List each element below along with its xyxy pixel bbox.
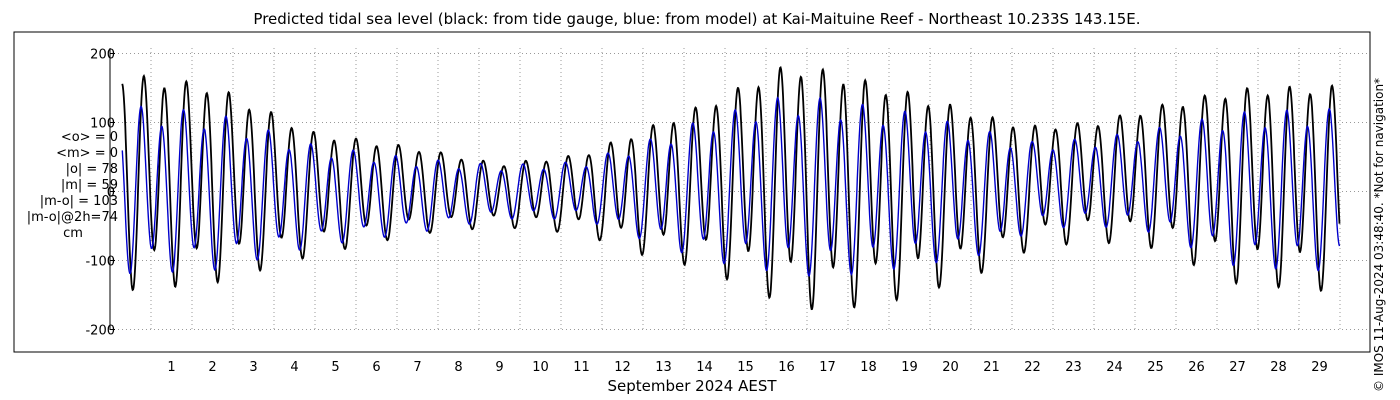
x-tick-label: 18 [860, 360, 877, 375]
x-tick-label: 1 [167, 360, 175, 375]
x-tick-label: 6 [372, 360, 380, 375]
stat-model-abs: |m| = 59 [60, 178, 118, 193]
x-axis-ticks: 1 2 3 4 5 6 7 8 9 10 11 12 13 14 15 16 17 18 19 20 21 22 23 24 2… [167, 360, 1327, 375]
y-tick-label: 100 [90, 117, 115, 132]
x-tick-label: 15 [737, 360, 754, 375]
x-tick-label: 3 [249, 360, 257, 375]
x-tick-label: 29 [1311, 360, 1328, 375]
series-line-tide-gauge [121, 65, 1341, 311]
chart-title: Predicted tidal sea level (black: from t… [253, 10, 1141, 28]
x-tick-label: 26 [1188, 360, 1205, 375]
x-tick-label: 17 [819, 360, 836, 375]
x-tick-label: 9 [495, 360, 503, 375]
stat-unit: cm [63, 226, 83, 241]
x-tick-label: 8 [454, 360, 462, 375]
x-tick-label: 14 [696, 360, 713, 375]
x-tick-label: 7 [413, 360, 421, 375]
x-tick-label: 16 [778, 360, 795, 375]
credit-note: © IMOS 11-Aug-2024 03:48:40. *Not for na… [1372, 77, 1386, 392]
x-tick-label: 2 [208, 360, 216, 375]
stat-model-mean: <m> = 0 [56, 146, 118, 161]
x-tick-label: 19 [901, 360, 918, 375]
stat-obs-mean: <o> = 0 [60, 130, 118, 145]
x-axis-label: September 2024 AEST [607, 377, 777, 395]
x-tick-label: 11 [573, 360, 590, 375]
statistics-panel: <o> = 0 <m> = 0 |o| = 78 |m| = 59 |m-o| … [10, 130, 118, 242]
y-tick-label: 0 [107, 186, 115, 201]
series-line-model [121, 96, 1341, 277]
x-tick-label: 23 [1065, 360, 1082, 375]
stat-diff-abs: |m-o| = 103 [39, 194, 118, 209]
x-tick-label: 20 [942, 360, 959, 375]
x-tick-label: 24 [1106, 360, 1123, 375]
x-tick-label: 5 [331, 360, 339, 375]
plot-frame [13, 31, 1371, 353]
y-axis-ticks: -200 -100 0 100 200 [85, 48, 115, 339]
x-tick-label: 22 [1024, 360, 1041, 375]
x-tick-label: 4 [290, 360, 298, 375]
y-tick-label: -200 [85, 324, 115, 339]
stat-obs-abs: |o| = 78 [65, 162, 118, 177]
y-tick-label: -100 [85, 255, 115, 270]
x-tick-label: 27 [1229, 360, 1246, 375]
x-tick-label: 21 [983, 360, 1000, 375]
x-tick-label: 13 [655, 360, 672, 375]
x-tick-label: 28 [1270, 360, 1287, 375]
series-layer [121, 65, 1341, 311]
y-tick-label: 200 [90, 48, 115, 63]
x-tick-label: 12 [614, 360, 631, 375]
stat-diff-2h: |m-o|@2h=74 [26, 210, 118, 225]
x-tick-label: 25 [1147, 360, 1164, 375]
x-tick-label: 10 [532, 360, 549, 375]
